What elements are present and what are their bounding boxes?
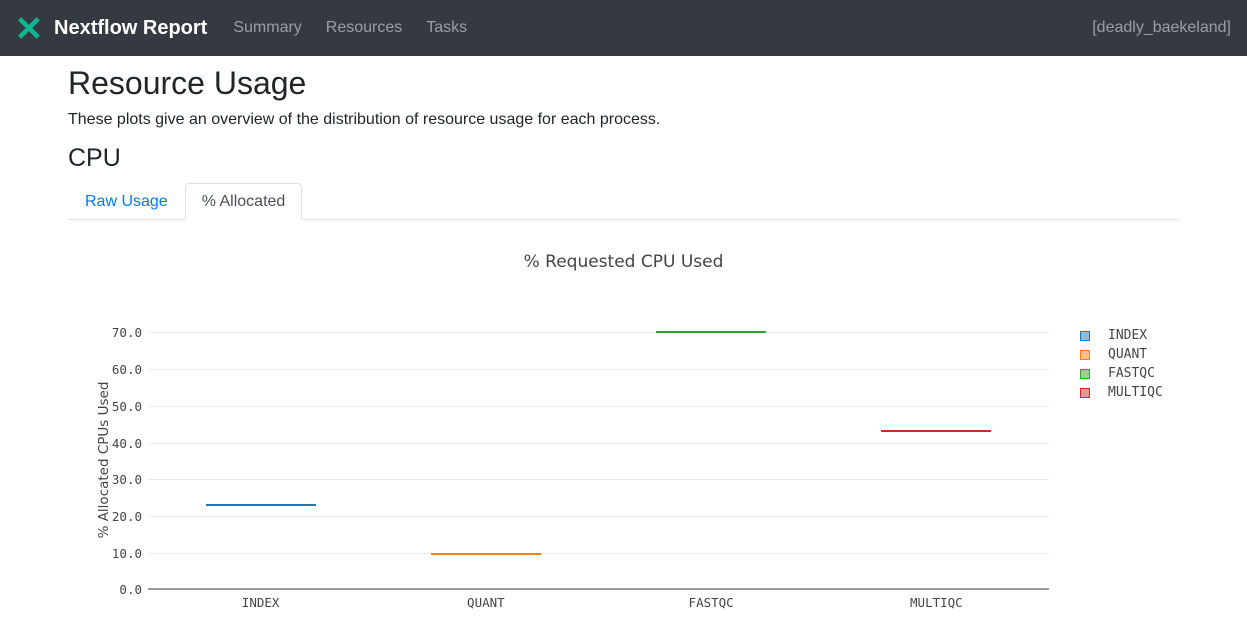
nav-item-resources[interactable]: Resources <box>325 19 403 36</box>
y-gridline <box>148 369 1049 371</box>
main-container: Resource Usage These plots give an overv… <box>0 64 1247 221</box>
navbar-brand: Nextflow Report <box>16 15 207 41</box>
y-gridline <box>148 479 1049 481</box>
legend-item-fastqc[interactable]: FASTQC <box>1080 364 1163 383</box>
legend-item-index[interactable]: INDEX <box>1080 326 1163 345</box>
legend-label: INDEX <box>1108 328 1148 344</box>
x-category-label: INDEX <box>241 595 280 611</box>
x-axis-line <box>148 588 1049 591</box>
y-tick-label: 20.0 <box>111 508 142 524</box>
y-gridline <box>148 332 1049 334</box>
y-tick-label: 50.0 <box>111 398 142 414</box>
box-marker-index[interactable] <box>205 504 316 507</box>
y-tick-label: 40.0 <box>111 435 142 451</box>
y-gridline <box>148 405 1049 407</box>
box-marker-quant[interactable] <box>430 552 541 555</box>
y-tick-label: 30.0 <box>111 472 142 488</box>
page-subtitle: These plots give an overview of the dist… <box>68 111 661 129</box>
legend-item-multiqc[interactable]: MULTIQC <box>1080 383 1163 402</box>
legend-label: MULTIQC <box>1108 385 1163 401</box>
chart-legend: INDEX QUANT FASTQC MULTIQC <box>1080 326 1163 402</box>
navbar-links: Summary Resources Tasks <box>221 11 479 45</box>
section-heading-cpu: CPU <box>68 144 121 173</box>
tab-raw-usage[interactable]: Raw Usage <box>85 193 168 211</box>
cpu-tab-bar: Raw Usage % Allocated <box>68 183 1179 221</box>
y-gridline <box>148 552 1049 554</box>
legend-swatch-icon <box>1080 349 1090 360</box>
y-tick-label: 60.0 <box>111 362 142 378</box>
legend-swatch-icon <box>1080 387 1090 398</box>
y-tick-label: 10.0 <box>111 545 142 561</box>
navbar-brand-title: Nextflow Report <box>54 16 208 39</box>
run-name-badge: [deadly_baekeland] <box>1092 19 1231 36</box>
page-title: Resource Usage <box>68 65 307 101</box>
x-category-label: QUANT <box>467 595 505 611</box>
chart-title: % Requested CPU Used <box>523 252 724 273</box>
y-tick-label: 0.0 <box>119 582 142 598</box>
nav-item-tasks[interactable]: Tasks <box>426 19 468 36</box>
nextflow-logo-icon <box>16 15 42 41</box>
y-tick-label: 70.0 <box>111 325 142 341</box>
box-marker-multiqc[interactable] <box>881 430 992 433</box>
x-category-label: FASTQC <box>688 595 734 611</box>
box-marker-fastqc[interactable] <box>656 330 767 333</box>
y-gridline <box>148 515 1049 517</box>
legend-item-quant[interactable]: QUANT <box>1080 345 1163 364</box>
nav-item-summary[interactable]: Summary <box>233 19 302 36</box>
y-gridline <box>148 442 1049 444</box>
legend-swatch-icon <box>1080 330 1090 341</box>
legend-label: FASTQC <box>1108 366 1155 382</box>
legend-swatch-icon <box>1080 368 1090 379</box>
legend-label: QUANT <box>1108 347 1148 363</box>
top-navbar: Nextflow Report Summary Resources Tasks … <box>0 0 1247 56</box>
x-category-label: MULTIQC <box>910 595 963 611</box>
tab-pct-allocated[interactable]: % Allocated <box>184 183 303 221</box>
cpu-pct-allocated-chart: % Requested CPU Used % Allocated CPUs Us… <box>0 232 1247 623</box>
